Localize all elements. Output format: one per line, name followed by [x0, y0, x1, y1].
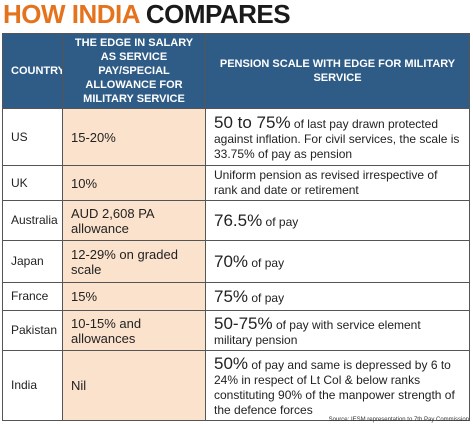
pension-cell: Uniform pension as revised irrespective …	[205, 165, 470, 201]
pension-cell: 76.5% of pay	[205, 200, 470, 241]
pension-text: of pay	[265, 215, 299, 229]
edge-cell: 10%	[62, 165, 206, 201]
pension-cell: 50-75% of pay with service element milit…	[205, 310, 470, 351]
country-cell: France	[2, 282, 63, 311]
comparison-table: COUNTRY THE EDGE IN SALARY AS SERVICE PAY…	[2, 33, 470, 421]
pension-cell: 50 to 75% of last pay drawn protected ag…	[205, 108, 470, 166]
column-header: PENSION SCALE WITH EDGE FOR MILITARY SER…	[205, 33, 470, 109]
pension-text: of pay	[251, 256, 285, 270]
country-cell: Japan	[2, 240, 63, 283]
edge-cell: 12-29% on graded scale	[62, 240, 206, 283]
title: HOW INDIA COMPARES	[3, 0, 291, 29]
country-cell: Australia	[2, 200, 63, 241]
column-header: COUNTRY	[2, 33, 63, 109]
edge-cell: 15-20%	[62, 108, 206, 166]
country-cell: Pakistan	[2, 310, 63, 351]
pension-highlight: 70%	[214, 252, 249, 271]
pension-cell: 50% of pay and same is depressed by 6 to…	[205, 350, 470, 421]
table-row: France 15% 75% of pay	[2, 282, 470, 311]
source-note: Source: IESM representation to 7th Pay C…	[328, 417, 469, 423]
pension-cell: 70% of pay	[205, 240, 470, 283]
pension-text: of pay with service element military pen…	[214, 317, 421, 347]
country-cell: UK	[2, 165, 63, 201]
table-row: Japan 12-29% on graded scale 70% of pay	[2, 240, 470, 283]
pension-highlight: 75%	[214, 287, 249, 306]
pension-text: Uniform pension as revised irrespective …	[214, 168, 438, 197]
table-row: US 15-20% 50 to 75% of last pay drawn prot…	[2, 108, 470, 166]
table-body: US 15-20% 50 to 75% of last pay drawn prot…	[2, 108, 470, 421]
edge-cell: AUD 2,608 PA allowance	[62, 200, 206, 241]
edge-cell: Nil	[62, 350, 206, 421]
pension-text: of last pay drawn protected against infl…	[214, 116, 460, 161]
edge-cell: 10-15% and allowances	[62, 310, 206, 351]
country-cell: India	[2, 350, 63, 421]
pension-text: of pay and same is depressed by 6 to 24%…	[214, 357, 455, 417]
table-row: India Nil 50% of pay and same is depressed…	[2, 350, 470, 421]
country-cell: US	[2, 108, 63, 166]
title-part: COMPARES	[145, 0, 291, 29]
header-row: COUNTRY THE EDGE IN SALARY AS SERVICE PAY…	[2, 33, 470, 109]
table-row: Pakistan 10-15% and allowances 50-75% of p…	[2, 310, 470, 351]
pension-text: of pay	[251, 291, 285, 305]
title-part: HOW INDIA	[3, 0, 140, 29]
pension-highlight: 50 to 75%	[214, 112, 291, 132]
pension-highlight: 50-75%	[214, 313, 273, 333]
table-row: Australia AUD 2,608 PA allowance 76.5% of …	[2, 200, 470, 241]
table-row: UK 10% Uniform pension as revised irrespec…	[2, 165, 470, 201]
edge-cell: 15%	[62, 282, 206, 311]
pension-cell: 75% of pay	[205, 282, 470, 311]
pension-highlight: 76.5%	[214, 211, 263, 230]
pension-highlight: 50%	[214, 353, 249, 373]
column-header: THE EDGE IN SALARY AS SERVICE PAY/SPECIA…	[62, 33, 206, 109]
